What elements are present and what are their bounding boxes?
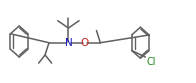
Text: Cl: Cl — [146, 57, 156, 67]
Text: O: O — [81, 38, 89, 48]
Text: N: N — [64, 38, 72, 48]
